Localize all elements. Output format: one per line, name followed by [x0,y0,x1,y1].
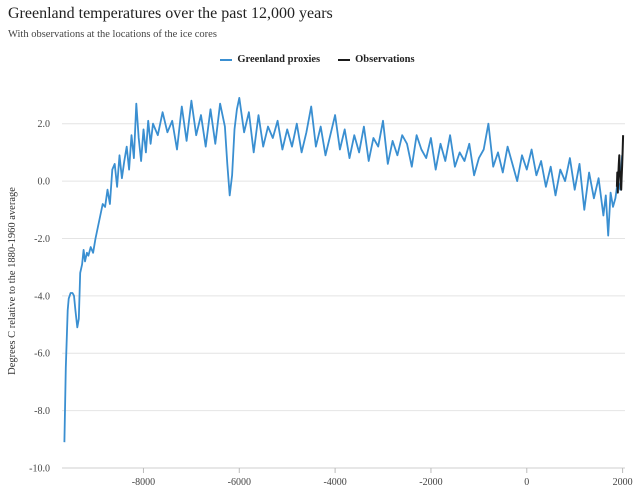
x-tick-label: -6000 [228,477,251,488]
chart-subtitle: With observations at the locations of th… [8,29,217,40]
series-line-greenland-proxies [63,97,623,443]
x-tick-label: 0 [524,477,529,488]
x-tick-label: -8000 [132,477,155,488]
series-line-observations [615,135,625,194]
y-tick-label: -6.0 [34,349,50,360]
x-tick-label: 2000 [613,477,633,488]
y-tick-label: 0.0 [38,177,51,188]
y-tick-label: 2.0 [38,119,51,130]
y-tick-label: -10.0 [29,464,50,475]
series [63,97,625,443]
y-axis-label: Degrees C relative to the 1880-1960 aver… [7,187,18,375]
gridlines [62,123,625,469]
legend-swatch-observations [338,58,351,61]
y-tick-label: -2.0 [34,234,50,245]
chart-title: Greenland temperatures over the past 12,… [8,5,333,22]
legend-item-observations[interactable]: Observations [338,54,415,65]
x-tick-label: -2000 [419,477,442,488]
legend-swatch-proxies [220,58,233,61]
legend-item-proxies[interactable]: Greenland proxies [220,54,320,65]
axes: 2.0 0.0 -2.0 -4.0 -6.0 -8.0 -10.0 -8000 -6000 -40… [29,119,632,488]
x-tick-label: -4000 [323,477,346,488]
y-tick-label: -8.0 [34,406,50,417]
legend-label-observations: Observations [355,54,415,65]
chart-legend: Greenland proxies Observations [0,54,635,65]
y-tick-label: -4.0 [34,291,50,302]
legend-label-proxies: Greenland proxies [237,54,321,65]
